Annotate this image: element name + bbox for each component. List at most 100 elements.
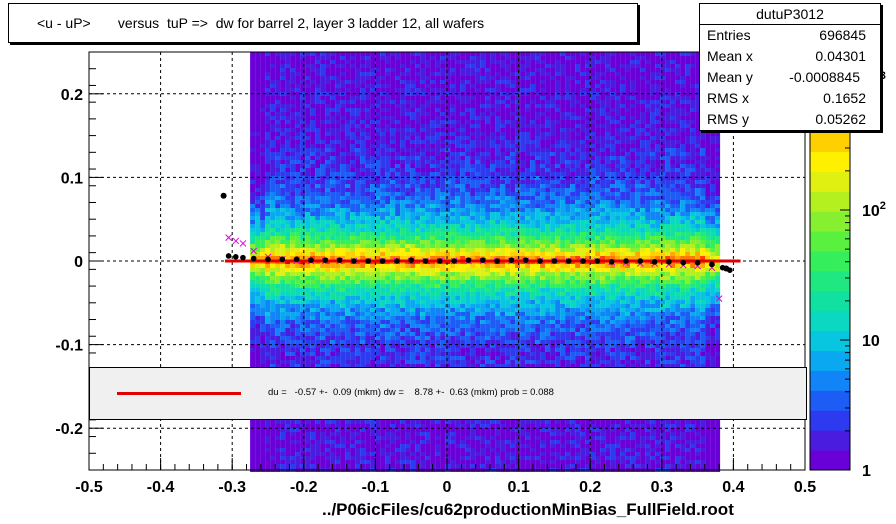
heatmap-cell <box>460 444 466 448</box>
heatmap-cell <box>475 336 481 340</box>
heatmap-cell <box>420 88 426 92</box>
heatmap-cell <box>410 456 416 460</box>
heatmap-cell <box>405 256 411 260</box>
heatmap-cell <box>440 460 446 464</box>
heatmap-cell <box>455 452 461 456</box>
heatmap-cell <box>250 424 256 428</box>
heatmap-cell <box>430 104 436 108</box>
heatmap-cell <box>260 236 266 240</box>
heatmap-cell <box>300 308 306 312</box>
heatmap-cell <box>455 108 461 112</box>
heatmap-cell <box>370 128 376 132</box>
heatmap-cell <box>420 156 426 160</box>
heatmap-cell <box>480 88 486 92</box>
heatmap-cell <box>475 440 481 444</box>
heatmap-cell <box>375 348 381 352</box>
heatmap-cell <box>390 88 396 92</box>
heatmap-cell <box>400 172 406 176</box>
heatmap-cell <box>445 104 451 108</box>
heatmap-cell <box>465 332 471 336</box>
heatmap-cell <box>255 192 261 196</box>
heatmap-cell <box>425 148 431 152</box>
heatmap-cell <box>425 352 431 356</box>
heatmap-cell <box>290 464 296 468</box>
heatmap-cell <box>380 292 386 296</box>
heatmap-cell <box>330 172 336 176</box>
heatmap-cell <box>365 196 371 200</box>
heatmap-cell <box>295 316 301 320</box>
heatmap-cell <box>370 252 376 256</box>
heatmap-cell <box>320 324 326 328</box>
heatmap-cell <box>430 152 436 156</box>
heatmap-cell <box>270 88 276 92</box>
heatmap-cell <box>485 172 491 176</box>
heatmap-cell <box>385 228 391 232</box>
heatmap-cell <box>255 204 261 208</box>
heatmap-cell <box>455 428 461 432</box>
heatmap-cell <box>295 448 301 452</box>
heatmap-cell <box>410 120 416 124</box>
heatmap-cell <box>255 136 261 140</box>
heatmap-cell <box>370 200 376 204</box>
heatmap-cell <box>380 244 386 248</box>
heatmap-cell <box>460 188 466 192</box>
heatmap-cell <box>470 264 476 268</box>
heatmap-cell <box>400 148 406 152</box>
heatmap-cell <box>430 252 436 256</box>
heatmap-cell <box>260 452 266 456</box>
heatmap-cell <box>425 316 431 320</box>
heatmap-cell <box>455 272 461 276</box>
heatmap-cell <box>300 352 306 356</box>
heatmap-cell <box>350 216 356 220</box>
heatmap-cell <box>425 156 431 160</box>
heatmap-cell <box>270 168 276 172</box>
heatmap-cell <box>295 320 301 324</box>
heatmap-cell <box>350 172 356 176</box>
heatmap-cell <box>460 344 466 348</box>
heatmap-cell <box>430 248 436 252</box>
heatmap-cell <box>380 184 386 188</box>
heatmap-cell <box>400 200 406 204</box>
heatmap-cell <box>370 52 376 56</box>
heatmap-cell <box>320 336 326 340</box>
heatmap-cell <box>310 264 316 268</box>
heatmap-cell <box>370 432 376 436</box>
heatmap-cell <box>365 236 371 240</box>
heatmap-cell <box>285 176 291 180</box>
heatmap-cell <box>330 228 336 232</box>
heatmap-cell <box>385 428 391 432</box>
heatmap-cell <box>380 172 386 176</box>
heatmap-cell <box>390 56 396 60</box>
heatmap-cell <box>305 332 311 336</box>
heatmap-cell <box>295 272 301 276</box>
heatmap-cell <box>300 360 306 364</box>
heatmap-cell <box>425 284 431 288</box>
heatmap-cell <box>365 344 371 348</box>
heatmap-cell <box>350 240 356 244</box>
heatmap-cell <box>455 300 461 304</box>
heatmap-cell <box>255 96 261 100</box>
heatmap-cell <box>360 52 366 56</box>
heatmap-cell <box>290 256 296 260</box>
heatmap-cell <box>370 344 376 348</box>
heatmap-cell <box>485 136 491 140</box>
heatmap-cell <box>340 232 346 236</box>
heatmap-cell <box>415 200 421 204</box>
heatmap-cell <box>330 204 336 208</box>
heatmap-cell <box>260 228 266 232</box>
heatmap-cell <box>260 132 266 136</box>
heatmap-cell <box>360 212 366 216</box>
heatmap-cell <box>255 336 261 340</box>
heatmap-cell <box>410 144 416 148</box>
heatmap-cell <box>250 64 256 68</box>
heatmap-cell <box>325 128 331 132</box>
heatmap-cell <box>365 276 371 280</box>
heatmap-cell <box>395 164 401 168</box>
heatmap-cell <box>270 144 276 148</box>
heatmap-cell <box>455 256 461 260</box>
heatmap-cell <box>440 96 446 100</box>
heatmap-cell <box>400 432 406 436</box>
heatmap-cell <box>390 448 396 452</box>
heatmap-cell <box>415 208 421 212</box>
heatmap-cell <box>330 300 336 304</box>
